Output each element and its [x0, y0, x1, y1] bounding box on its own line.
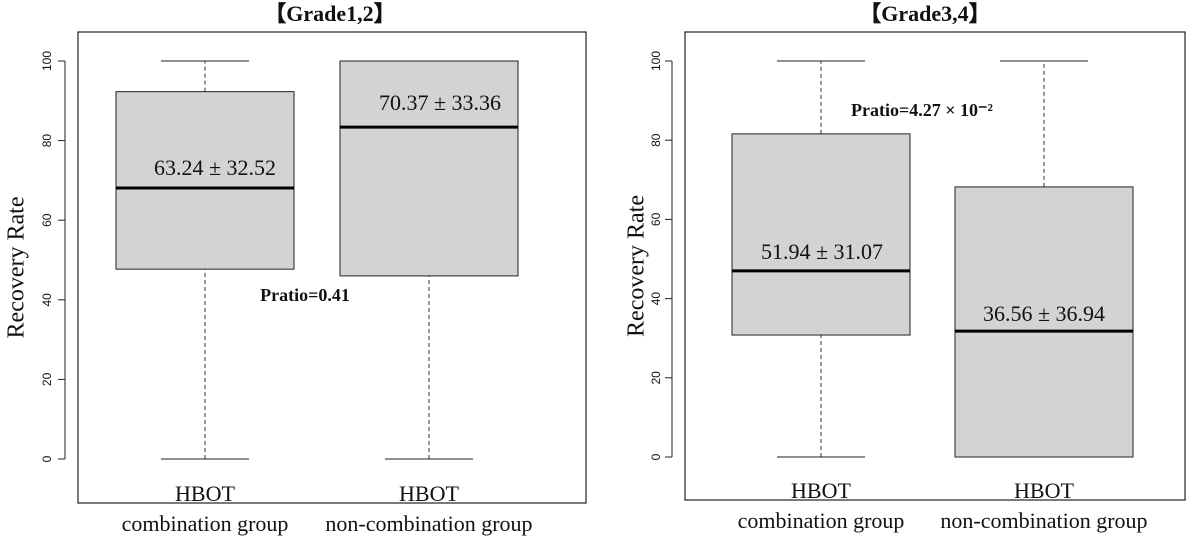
annotation: 63.24 ± 32.52: [154, 155, 276, 180]
x-tick-label: combination group: [738, 508, 905, 533]
annotation: 36.56 ± 36.94: [983, 301, 1105, 326]
y-tick-label: 20: [649, 371, 663, 385]
box: [731, 133, 911, 336]
y-axis-label: Recovery Rate: [4, 197, 30, 339]
box: [115, 91, 295, 270]
annotation: Pratio=0.41: [260, 285, 350, 305]
y-tick-label: 0: [649, 453, 663, 460]
y-axis-label: Recovery Rate: [624, 195, 650, 337]
annotation: 70.37 ± 33.36: [379, 90, 501, 115]
y-tick-label: 100: [649, 51, 663, 71]
y-tick-label: 80: [649, 133, 663, 147]
box: [954, 186, 1134, 458]
x-tick-label: HBOT: [1014, 478, 1074, 503]
y-tick-label: 20: [40, 372, 54, 386]
x-tick-label: combination group: [122, 511, 289, 536]
chart-title: 【Grade1,2】: [264, 1, 395, 26]
y-tick-label: 40: [649, 292, 663, 306]
x-tick-label: HBOT: [791, 478, 851, 503]
annotation: Pratio=4.27 × 10⁻²: [851, 100, 993, 120]
x-tick-label: HBOT: [399, 481, 459, 506]
x-tick-label: HBOT: [175, 481, 235, 506]
x-tick-label: non-combination group: [940, 508, 1147, 533]
y-tick-label: 0: [40, 455, 54, 462]
y-tick-label: 80: [40, 134, 54, 148]
y-tick-label: 100: [40, 51, 54, 71]
chart-title: 【Grade3,4】: [859, 1, 990, 26]
y-tick-label: 60: [649, 212, 663, 226]
plot-frame: [684, 31, 1186, 501]
annotation: 51.94 ± 31.07: [761, 239, 883, 264]
y-tick-label: 40: [40, 293, 54, 307]
y-tick-label: 60: [40, 213, 54, 227]
plot-frame: [77, 31, 587, 504]
x-tick-label: non-combination group: [325, 511, 532, 536]
box: [339, 60, 519, 277]
